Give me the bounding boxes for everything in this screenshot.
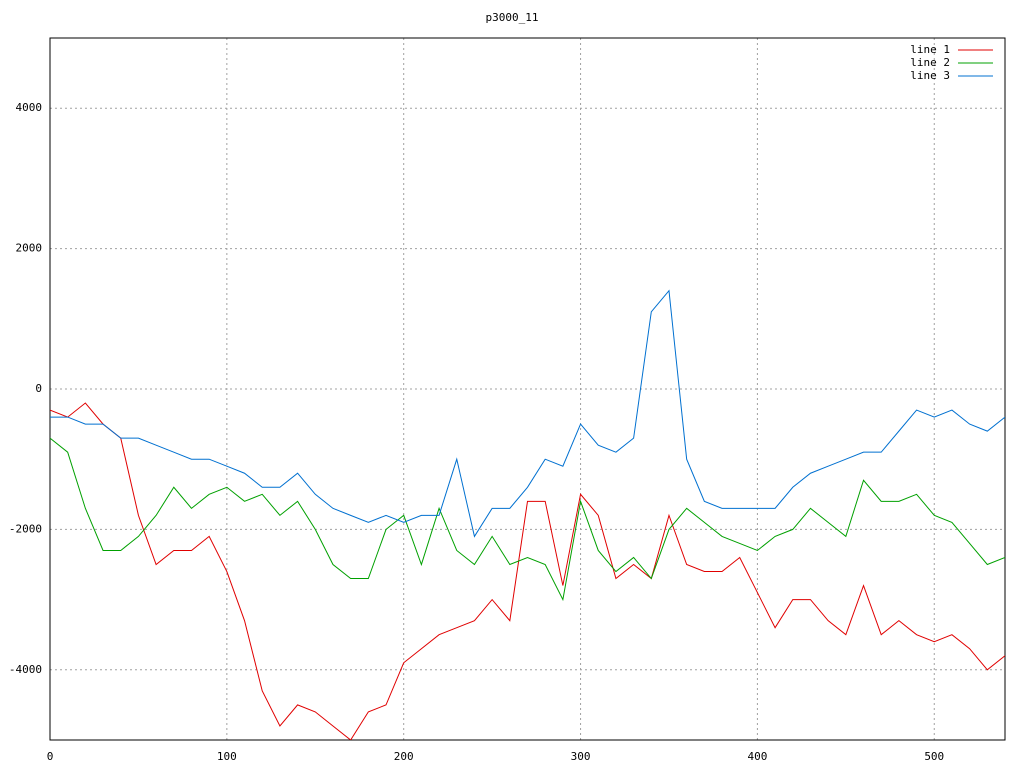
x-tick-label: 400 <box>747 750 767 763</box>
y-tick-label: 4000 <box>16 101 43 114</box>
line-series <box>50 402 1005 740</box>
legend-label: line 3 <box>910 69 950 82</box>
x-tick-label: 0 <box>47 750 54 763</box>
legend-label: line 1 <box>910 43 950 56</box>
line-series <box>50 289 1005 538</box>
y-tick-label: -4000 <box>9 663 42 676</box>
x-tick-label: 200 <box>394 750 414 763</box>
x-tick-label: 300 <box>571 750 591 763</box>
plot-border <box>49 37 1006 741</box>
y-tick-label: 2000 <box>16 242 43 255</box>
line-series <box>50 437 1005 602</box>
y-tick-label: 0 <box>35 382 42 395</box>
x-tick-label: 500 <box>924 750 944 763</box>
chart-title: p3000_11 <box>486 11 539 24</box>
y-tick-label: -2000 <box>9 522 42 535</box>
legend-label: line 2 <box>910 56 950 69</box>
x-tick-label: 100 <box>217 750 237 763</box>
